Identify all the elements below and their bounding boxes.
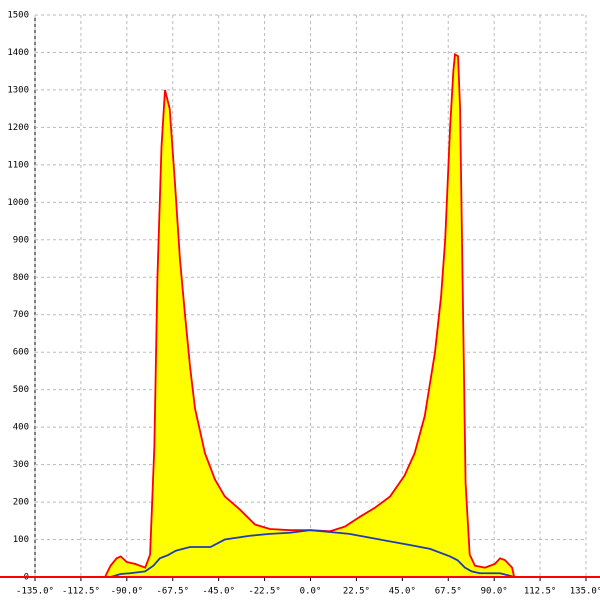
y-tick-label: 1100 <box>7 160 29 170</box>
y-tick-label: 1500 <box>7 11 29 21</box>
y-tick-label: 1200 <box>7 123 29 133</box>
y-tick-label: 700 <box>13 310 29 320</box>
y-tick-label: 200 <box>13 498 29 508</box>
y-tick-label: 1300 <box>7 85 29 95</box>
x-tick-label: -45.0° <box>202 587 235 597</box>
y-tick-label: 600 <box>13 348 29 358</box>
x-tick-label: -135.0° <box>16 587 54 597</box>
x-tick-label: -112.5° <box>62 587 100 597</box>
y-tick-label: 500 <box>13 385 29 395</box>
y-tick-label: 1000 <box>7 198 29 208</box>
x-tick-label: 0.0° <box>300 587 322 597</box>
line <box>110 529 515 578</box>
x-tick-label: 22.5° <box>343 587 370 597</box>
x-tick-label: -67.5° <box>156 587 189 597</box>
x-tick-label: 67.5° <box>435 587 462 597</box>
y-tick-label: 900 <box>13 235 29 245</box>
y-tick-label: 100 <box>13 535 29 545</box>
x-tick-label: 90.0° <box>481 587 508 597</box>
x-tick-label: 45.0° <box>389 587 416 597</box>
x-tick-label: 135.0° <box>570 587 600 597</box>
x-tick-label: -22.5° <box>248 587 281 597</box>
y-tick-label: 1400 <box>7 48 29 58</box>
area <box>104 54 515 577</box>
y-tick-label: 400 <box>13 423 29 433</box>
x-tick-label: 112.5° <box>524 587 557 597</box>
y-tick-label: 800 <box>13 273 29 283</box>
x-tick-label: -90.0° <box>111 587 144 597</box>
y-tick-label: 300 <box>13 460 29 470</box>
